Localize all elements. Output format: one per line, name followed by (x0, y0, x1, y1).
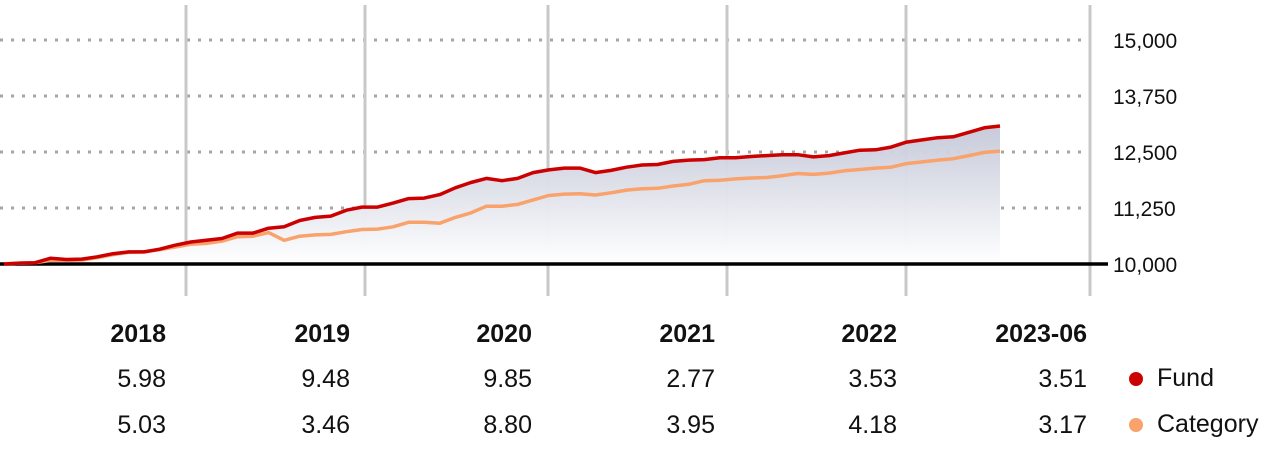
fund-return-value: 3.53 (848, 365, 897, 393)
y-tick-label-15000: 15,000 (1113, 30, 1177, 53)
category-return-value: 5.03 (117, 411, 166, 439)
year-label: 2022 (841, 320, 897, 348)
legend-category-label: Category (1157, 410, 1259, 438)
year-label: 2021 (659, 320, 715, 348)
legend-fund-label: Fund (1157, 364, 1214, 392)
legend-category-marker (1129, 418, 1143, 432)
category-return-value: 3.17 (1038, 411, 1087, 439)
year-label: 2023-06 (995, 320, 1087, 348)
fund-area-fill (4, 126, 1000, 264)
legend: Fund Category (1129, 364, 1259, 438)
fund-series-line (3, 124, 1001, 266)
fund-return-value: 2.77 (666, 365, 715, 393)
y-axis-tick-labels: 10,000 11,250 12,500 13,750 15,000 (1113, 30, 1177, 277)
year-label: 2020 (476, 320, 532, 348)
y-tick-label-12500: 12,500 (1113, 142, 1177, 165)
fund-returns-row: 5.98 9.48 9.85 2.77 3.53 3.51 (117, 365, 1087, 393)
fund-return-value: 9.48 (301, 365, 350, 393)
category-return-value: 3.95 (666, 411, 715, 439)
y-tick-label-10000: 10,000 (1113, 254, 1177, 277)
fund-return-value: 5.98 (117, 365, 166, 393)
fund-return-value: 3.51 (1038, 365, 1087, 393)
legend-fund-marker (1129, 372, 1143, 386)
fund-return-value: 9.85 (483, 365, 532, 393)
category-return-value: 8.80 (483, 411, 532, 439)
y-tick-label-13750: 13,750 (1113, 86, 1177, 109)
category-return-value: 3.46 (301, 411, 350, 439)
year-label: 2018 (110, 320, 166, 348)
year-label: 2019 (294, 320, 350, 348)
category-return-value: 4.18 (848, 411, 897, 439)
year-header-row: 2018 2019 2020 2021 2022 2023-06 (110, 320, 1087, 348)
category-returns-row: 5.03 3.46 8.80 3.95 4.18 3.17 (117, 411, 1087, 439)
y-tick-label-11250: 11,250 (1113, 198, 1176, 221)
